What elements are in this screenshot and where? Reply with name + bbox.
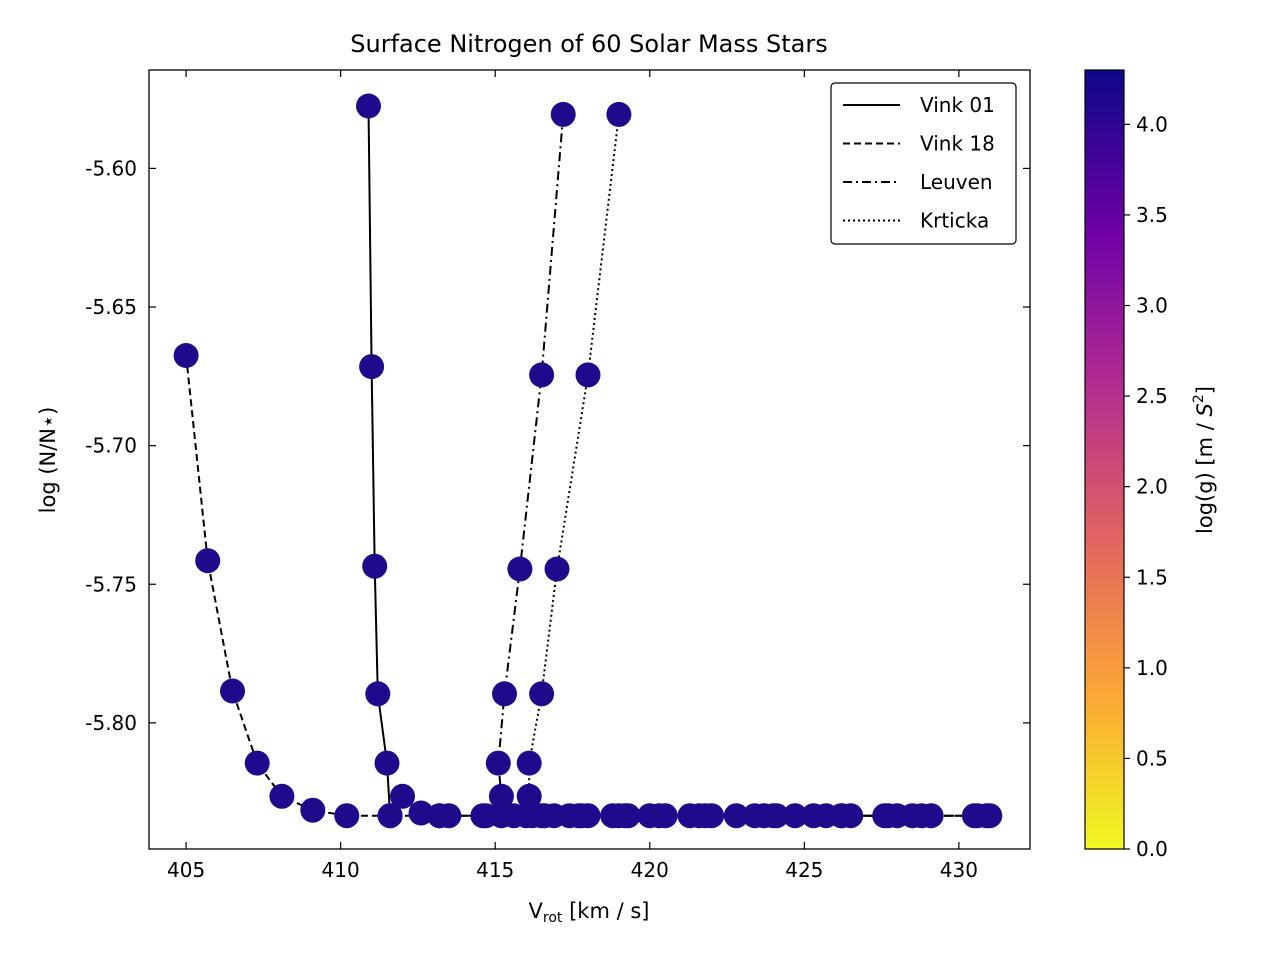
data-point-2-5 bbox=[488, 783, 514, 809]
data-point-3-5 bbox=[516, 783, 542, 809]
data-point-1-3 bbox=[244, 750, 270, 776]
x-tick-label: 410 bbox=[322, 858, 360, 882]
colorbar-tick-label: 2.5 bbox=[1136, 384, 1168, 408]
data-point-3-1 bbox=[575, 362, 601, 388]
series-line-1 bbox=[185, 355, 990, 817]
colorbar-ticks: 0.0 0.5 1.0 1.5 2.0 2.5 3.0 3.5 4.0 bbox=[1124, 112, 1168, 861]
data-point-3-3 bbox=[529, 681, 555, 707]
data-point-1-16 bbox=[782, 803, 808, 829]
x-tick-label: 405 bbox=[167, 858, 205, 882]
x-tick-label: 415 bbox=[476, 858, 514, 882]
data-point-3-2 bbox=[544, 556, 570, 582]
data-point-3-4 bbox=[516, 750, 542, 776]
data-point-1-4 bbox=[269, 783, 295, 809]
data-point-3-12 bbox=[828, 803, 854, 829]
legend-label-1: Vink 18 bbox=[920, 132, 995, 156]
x-axis-label: Vrot [km / s] bbox=[529, 899, 650, 926]
x-axis-label-subscript: rot bbox=[543, 910, 563, 926]
data-point-0-18 bbox=[723, 803, 749, 829]
x-tick-label: 420 bbox=[631, 858, 669, 882]
data-point-1-0 bbox=[173, 343, 199, 368]
data-point-3-7 bbox=[556, 803, 582, 829]
colorbar: 0.0 0.5 1.0 1.5 2.0 2.5 3.0 3.5 4.0 log(g) [m / … bbox=[1084, 69, 1217, 861]
colorbar-gradient bbox=[1085, 70, 1124, 849]
series-line-2 bbox=[497, 114, 987, 817]
legend-label-0: Vink 01 bbox=[920, 93, 995, 117]
data-point-0-4 bbox=[374, 750, 400, 776]
data-point-0-3 bbox=[365, 681, 391, 707]
data-point-2-4 bbox=[485, 750, 511, 776]
colorbar-tick-label: 4.0 bbox=[1136, 112, 1168, 136]
data-point-0-6 bbox=[390, 783, 415, 809]
data-point-2-0 bbox=[550, 101, 576, 127]
legend-label-3: Krticka bbox=[920, 209, 989, 233]
y-axis: -5.60 -5.65 -5.70 -5.75 -5.80 bbox=[85, 156, 1030, 735]
y-tick-label: -5.60 bbox=[85, 156, 137, 180]
data-point-1-6 bbox=[334, 803, 360, 829]
colorbar-label: log(g) [m / S2] bbox=[1191, 386, 1217, 534]
series-line-3 bbox=[528, 114, 978, 817]
legend-label-2: Leuven bbox=[920, 170, 993, 194]
legend: Vink 01 Vink 18 Leuven Krticka bbox=[830, 82, 1017, 245]
x-tick-label: 425 bbox=[785, 858, 823, 882]
data-point-1-7 bbox=[377, 803, 403, 829]
data-point-2-1 bbox=[529, 362, 555, 388]
data-point-2-10 bbox=[677, 803, 703, 829]
y-tick-label: -5.80 bbox=[85, 711, 137, 735]
data-point-0-2 bbox=[362, 553, 388, 579]
data-point-1-5 bbox=[300, 797, 326, 823]
data-point-0-1 bbox=[359, 354, 385, 380]
y-axis-label: log (N/N⋆) bbox=[36, 407, 60, 514]
data-point-3-10 bbox=[699, 803, 725, 829]
data-point-3-13 bbox=[900, 803, 925, 829]
data-point-1-2 bbox=[220, 678, 245, 704]
colorbar-frame bbox=[1084, 69, 1125, 850]
legend-frame bbox=[830, 82, 1017, 245]
colorbar-tick-label: 1.0 bbox=[1136, 656, 1168, 680]
marker-layer bbox=[173, 93, 1003, 829]
data-point-3-6 bbox=[529, 803, 555, 829]
plot-frame bbox=[148, 69, 1031, 850]
y-tick-label: -5.70 bbox=[85, 434, 137, 458]
x-axis: 405 410 415 420 425 430 bbox=[167, 70, 978, 882]
data-point-3-0 bbox=[606, 101, 632, 127]
data-point-2-6 bbox=[501, 803, 527, 829]
data-point-3-14 bbox=[964, 803, 990, 829]
data-point-0-7 bbox=[408, 800, 434, 826]
colorbar-tick-label: 3.0 bbox=[1136, 294, 1168, 318]
data-point-1-8 bbox=[427, 803, 453, 829]
data-point-1-1 bbox=[195, 548, 221, 574]
data-point-3-11 bbox=[764, 803, 789, 829]
colorbar-tick-label: 1.5 bbox=[1136, 565, 1168, 589]
colorbar-tick-label: 0.0 bbox=[1136, 837, 1168, 861]
data-point-3-9 bbox=[637, 803, 663, 829]
colorbar-tick-label: 2.0 bbox=[1136, 475, 1168, 499]
colorbar-tick-label: 0.5 bbox=[1136, 746, 1168, 770]
colorbar-tick-label: 3.5 bbox=[1136, 203, 1168, 227]
x-tick-label: 430 bbox=[940, 858, 978, 882]
data-point-2-2 bbox=[507, 556, 533, 582]
data-point-3-8 bbox=[600, 803, 626, 829]
data-point-2-3 bbox=[492, 681, 517, 707]
data-point-1-9 bbox=[473, 803, 499, 829]
y-tick-label: -5.75 bbox=[85, 572, 137, 596]
data-point-0-0 bbox=[356, 93, 381, 119]
y-tick-label: -5.65 bbox=[85, 295, 137, 319]
chart-title: Surface Nitrogen of 60 Solar Mass Stars bbox=[350, 30, 827, 58]
